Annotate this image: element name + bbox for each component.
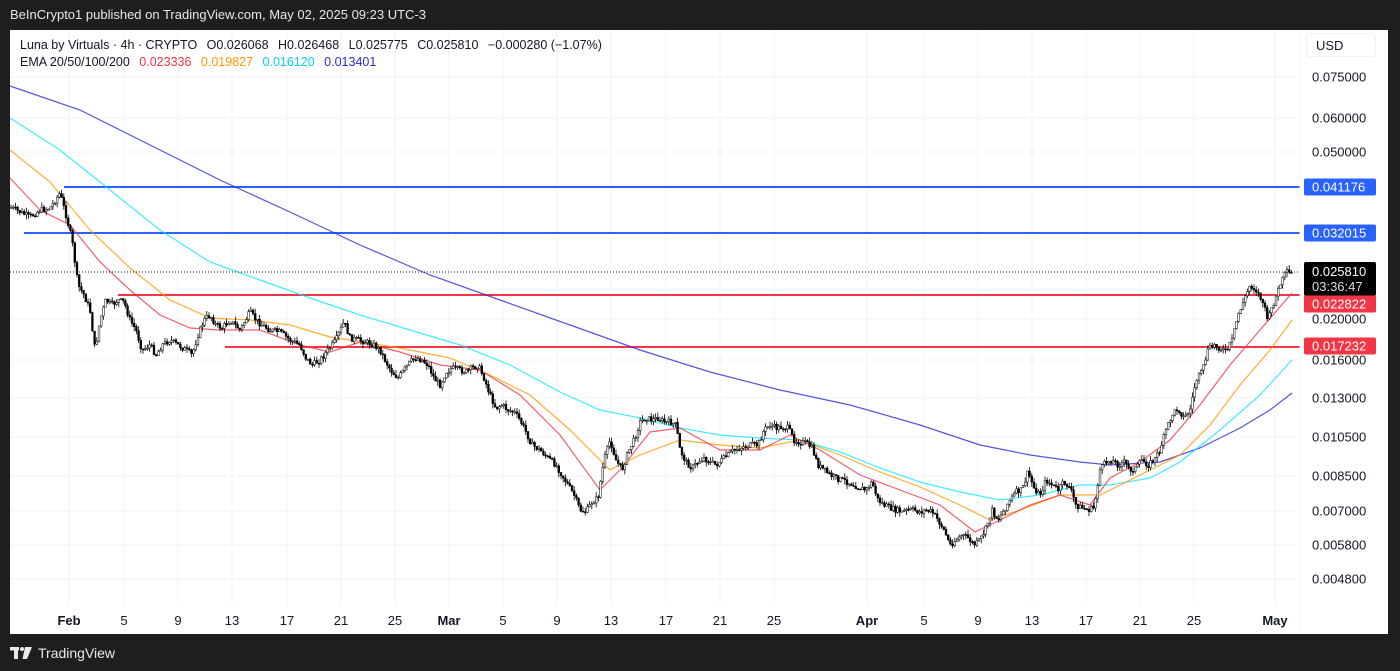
- currency-selector[interactable]: USD: [1306, 33, 1376, 57]
- last-price-tag: 0.025810 03:36:47: [1304, 262, 1376, 296]
- support-resistance-lines: [24, 186, 1300, 348]
- time-axis-label: 5: [920, 613, 928, 628]
- support-1-tag: 0.022822: [1304, 295, 1376, 313]
- close-value: C0.025810: [417, 38, 479, 52]
- time-axis-label: 9: [974, 613, 982, 628]
- price-axis-label: 0.004800: [1312, 571, 1367, 587]
- time-axis-label: May: [1262, 613, 1288, 628]
- time-axis-label: 13: [1024, 613, 1040, 628]
- ema200-value: 0.013401: [324, 55, 377, 69]
- resistance-1-tag: 0.032015: [1304, 224, 1376, 242]
- ema20-value: 0.023336: [139, 55, 192, 69]
- time-axis-label: 21: [333, 613, 349, 628]
- price-axis-label: 0.060000: [1312, 110, 1367, 126]
- ema-label[interactable]: EMA 20/50/100/200: [20, 55, 130, 69]
- ema200-line: [9, 85, 1293, 466]
- brand-name: TradingView: [38, 645, 116, 661]
- chart-panel[interactable]: [10, 30, 1388, 634]
- price-axis-label: 0.075000: [1312, 69, 1367, 85]
- price-axis-label: 0.005800: [1312, 537, 1367, 553]
- time-axis-label: 9: [174, 613, 182, 628]
- chart-legend: Luna by Virtuals · 4h · CRYPTO O0.026068…: [20, 37, 608, 71]
- price-axis-label: 0.010500: [1312, 429, 1367, 445]
- time-axis-label: 9: [553, 613, 561, 628]
- ema50-value: 0.019827: [200, 55, 254, 69]
- time-axis-label: Mar: [437, 613, 461, 628]
- time-axis-label: 5: [120, 613, 128, 628]
- price-axis-label: 0.050000: [1312, 144, 1367, 160]
- time-axis-label: 21: [712, 613, 728, 628]
- time-axis-label: Feb: [57, 613, 81, 628]
- bar-countdown: 03:36:47: [1312, 279, 1363, 294]
- time-axis-label: 25: [1186, 613, 1202, 628]
- time-axis-label: 17: [1078, 613, 1094, 628]
- ema20-line: [9, 177, 1293, 533]
- last-price-value: 0.025810: [1312, 264, 1367, 279]
- time-axis-label: 5: [499, 613, 507, 628]
- ema-row: EMA 20/50/100/200 0.023336 0.019827 0.01…: [20, 54, 608, 71]
- ohlc-row: Luna by Virtuals · 4h · CRYPTO O0.026068…: [20, 37, 608, 54]
- tradingview-logo-icon: [10, 647, 32, 659]
- grid-lines: [10, 30, 1300, 605]
- time-axis-label: 17: [279, 613, 295, 628]
- time-axis-label: 21: [1132, 613, 1148, 628]
- price-axis-label: 0.008500: [1312, 468, 1367, 484]
- low-value: L0.025775: [348, 38, 408, 52]
- open-value: O0.026068: [206, 38, 269, 52]
- symbol-label[interactable]: Luna by Virtuals · 4h · CRYPTO: [20, 38, 198, 52]
- price-axis-label: 0.013000: [1312, 390, 1367, 406]
- time-axis-label: 13: [224, 613, 240, 628]
- ema100-value: 0.016120: [262, 55, 315, 69]
- ema100-line: [9, 117, 1293, 501]
- candlesticks: [9, 189, 1293, 549]
- support-2-tag: 0.017232: [1304, 337, 1376, 355]
- price-axis-label: 0.020000: [1312, 311, 1367, 327]
- time-axis-label: 25: [387, 613, 403, 628]
- published-info: BeInCrypto1 published on TradingView.com…: [10, 7, 426, 22]
- tradingview-brand[interactable]: TradingView: [10, 645, 115, 661]
- time-axis-label: 25: [766, 613, 782, 628]
- time-axis-label: 13: [603, 613, 619, 628]
- price-axis-label: 0.007000: [1312, 503, 1367, 519]
- time-axis-label: Apr: [855, 613, 879, 628]
- price-axis-label: 0.016000: [1312, 352, 1367, 368]
- resistance-2-tag: 0.041176: [1304, 178, 1376, 196]
- time-axis-label: 17: [658, 613, 674, 628]
- high-value: H0.026468: [278, 38, 340, 52]
- change-value: −0.000280 (−1.07%): [487, 38, 602, 52]
